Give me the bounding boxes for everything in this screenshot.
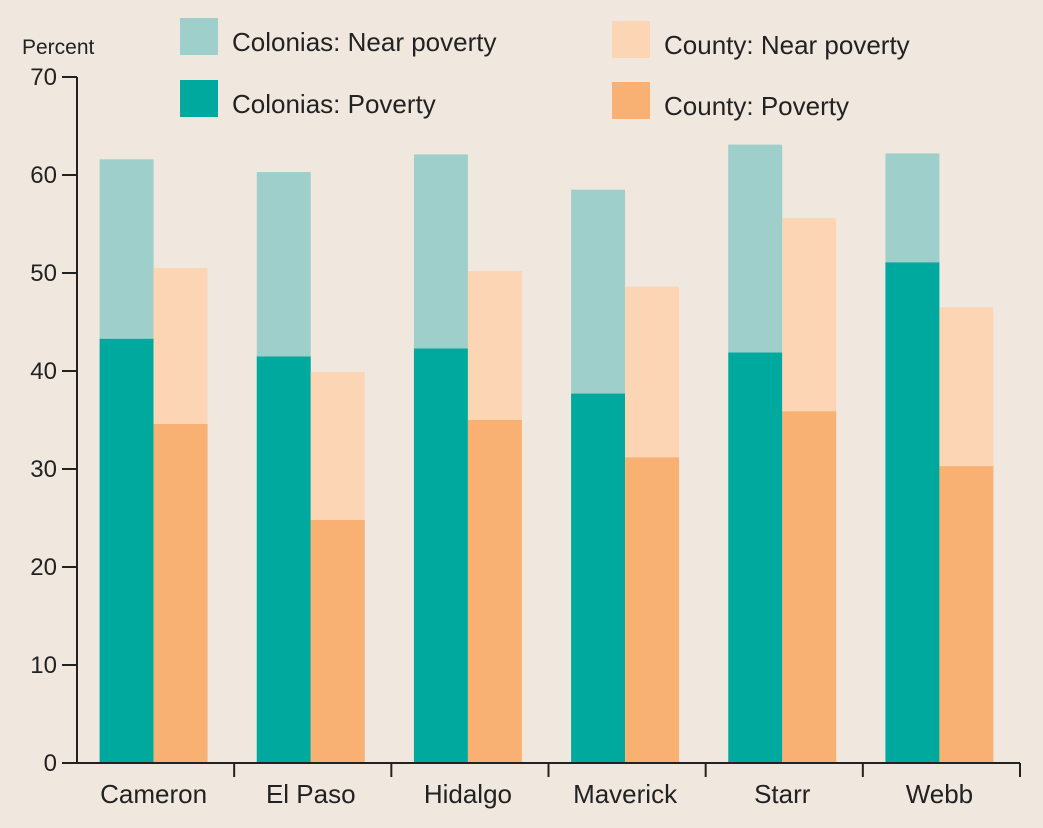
bar-county-poverty-webb <box>939 466 994 763</box>
bar-colonias-poverty-el-paso <box>256 356 311 763</box>
bar-colonias-near-poverty-el-paso <box>256 172 311 357</box>
x-tick-label: Hidalgo <box>424 779 512 809</box>
x-tick-label: El Paso <box>266 779 356 809</box>
legend-swatch-colonias-near <box>180 18 218 55</box>
bar-colonias-poverty-cameron <box>99 338 154 763</box>
legend-swatch-county-near <box>612 21 650 58</box>
bar-county-poverty-hidalgo <box>467 420 522 763</box>
bar-colonias-near-poverty-webb <box>885 153 940 263</box>
bar-county-near-poverty-cameron <box>153 268 208 424</box>
y-tick-label: 40 <box>30 358 57 385</box>
bar-county-near-poverty-hidalgo <box>467 271 522 420</box>
x-tick-label: Starr <box>754 779 811 809</box>
legend-label-colonias-pov: Colonias: Poverty <box>232 89 436 119</box>
x-tick-label: Maverick <box>573 779 678 809</box>
y-tick-label: 60 <box>30 162 57 189</box>
y-axis: Percent 0 10 20 30 40 50 60 70 <box>22 36 95 777</box>
bar-colonias-near-poverty-cameron <box>99 159 154 339</box>
bar-colonias-poverty-maverick <box>571 393 626 763</box>
bar-county-near-poverty-maverick <box>625 286 680 458</box>
y-tick-label: 50 <box>30 260 57 287</box>
y-tick-label: 20 <box>30 554 57 581</box>
legend-label-colonias-near: Colonias: Near poverty <box>232 27 496 57</box>
bar-colonias-near-poverty-maverick <box>571 189 626 394</box>
legend-swatch-county-pov <box>612 82 650 119</box>
bar-county-poverty-maverick <box>625 457 680 763</box>
y-tick-label: 30 <box>30 456 57 483</box>
x-tick-label: Cameron <box>100 779 207 809</box>
bar-colonias-near-poverty-starr <box>728 144 783 353</box>
legend-label-county-near: County: Near poverty <box>664 30 910 60</box>
bar-county-near-poverty-el-paso <box>310 371 365 520</box>
bar-colonias-poverty-hidalgo <box>413 348 468 763</box>
bar-county-near-poverty-starr <box>782 218 837 412</box>
bar-colonias-poverty-webb <box>885 262 940 763</box>
y-axis-label: Percent <box>22 36 95 59</box>
y-tick-label: 0 <box>44 750 57 777</box>
bar-colonias-poverty-starr <box>728 352 783 763</box>
bar-county-poverty-cameron <box>153 423 208 763</box>
legend: Colonias: Near poverty County: Near pover… <box>180 18 910 121</box>
bar-county-near-poverty-webb <box>939 307 994 467</box>
legend-swatch-colonias-pov <box>180 80 218 117</box>
legend-label-county-pov: County: Poverty <box>664 91 849 121</box>
bar-colonias-near-poverty-hidalgo <box>413 154 468 349</box>
y-tick-label: 70 <box>30 64 57 91</box>
bars <box>99 144 994 763</box>
bar-county-poverty-starr <box>782 411 837 763</box>
x-axis: Cameron El Paso Hidalgo Maverick Starr Webb <box>77 762 1021 809</box>
bar-county-poverty-el-paso <box>310 519 365 763</box>
y-tick-label: 10 <box>30 652 57 679</box>
x-tick-label: Webb <box>906 779 973 809</box>
